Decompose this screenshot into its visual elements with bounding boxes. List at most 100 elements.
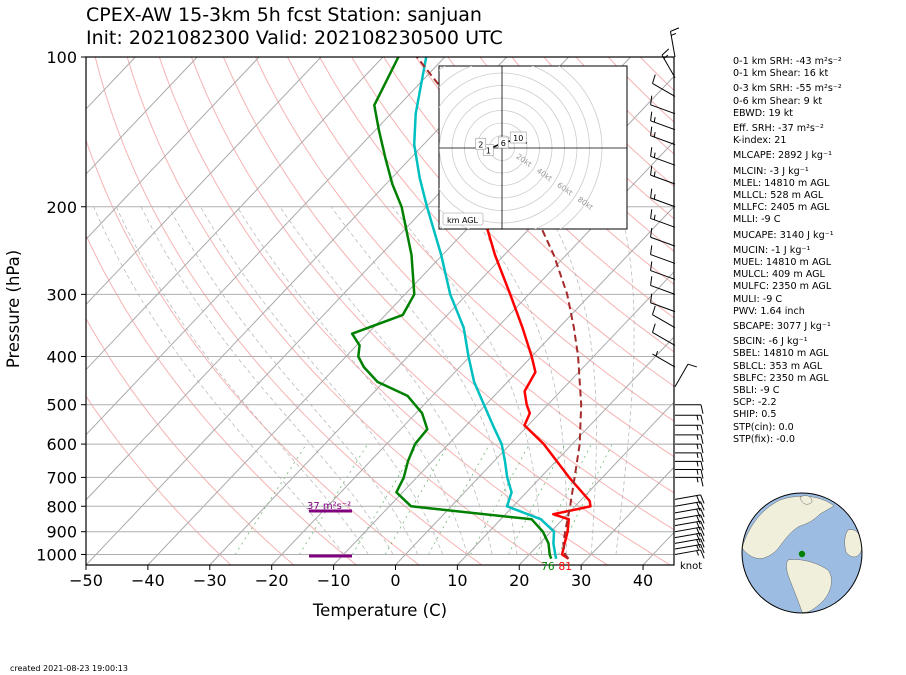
wind-barb xyxy=(674,520,705,531)
wind-barb xyxy=(674,514,705,525)
dry-adiabat xyxy=(447,57,674,285)
wind-barb-half-flag xyxy=(653,131,656,138)
wind-barb-half-flag xyxy=(696,461,699,467)
wind-barb-half-flag xyxy=(696,444,699,450)
wind-barb-staff xyxy=(650,104,676,115)
index-line: SBCIN: -6 J kg⁻¹ xyxy=(733,336,808,348)
wind-barb-flag xyxy=(700,494,705,504)
wind-barb xyxy=(650,245,676,264)
isotherm xyxy=(86,57,384,371)
moist-adiabat xyxy=(615,206,635,555)
hodograph-point-box xyxy=(475,137,487,150)
wind-barb xyxy=(674,363,697,387)
wind-barb-flag xyxy=(650,165,653,176)
x-tick-label: 30 xyxy=(571,571,591,590)
wind-barb-staff xyxy=(674,526,701,533)
wind-barb-flag xyxy=(650,188,653,198)
wind-barb-half-flag xyxy=(696,544,699,551)
wind-barb xyxy=(674,507,705,518)
wind-barb-flag xyxy=(650,147,653,157)
y-tick-label: 500 xyxy=(46,396,77,415)
south-america-shape xyxy=(786,559,832,613)
mixing-ratio-line xyxy=(234,443,307,555)
y-tick-label: 400 xyxy=(46,348,77,367)
srh-annotation: 37 m²s⁻² xyxy=(307,501,351,512)
wind-barb xyxy=(675,404,704,414)
isotherm xyxy=(86,57,446,436)
wind-barb-half-flag xyxy=(653,214,656,220)
wind-barb xyxy=(674,538,705,549)
wind-barb-staff xyxy=(652,314,676,329)
hodograph-point-label: 10 xyxy=(513,134,523,143)
wind-barb xyxy=(675,460,704,471)
index-line: STP(cin): 0.0 xyxy=(733,421,794,433)
wind-barb xyxy=(674,501,705,512)
wind-barb-flag xyxy=(652,323,656,333)
index-line: SBLI: -9 C xyxy=(733,385,780,397)
wind-barb-staff xyxy=(674,363,689,387)
isotherm xyxy=(333,205,674,565)
series-dewpoint-line xyxy=(350,57,553,560)
wind-barb-flag xyxy=(700,532,705,542)
moist-adiabat xyxy=(544,206,597,555)
wind-barb xyxy=(650,111,676,131)
wind-barb xyxy=(652,305,676,329)
wind-barb-staff xyxy=(650,284,676,295)
isotherm xyxy=(86,57,198,175)
indices-panel: 0-1 km SRH: -43 m²s⁻² 0-1 km Shear: 16 kt… xyxy=(733,56,842,446)
hodograph-point-label: 6 xyxy=(501,139,506,148)
surface-temperature-label: 81 xyxy=(559,561,572,573)
index-line: MLLI: -9 C xyxy=(733,214,781,226)
index-line: MUCAPE: 3140 J kg⁻¹ xyxy=(733,229,834,241)
wind-barb-flag xyxy=(700,501,705,511)
wind-barb-staff xyxy=(674,549,701,555)
dry-adiabat xyxy=(86,138,420,565)
wind-barb-staff xyxy=(652,82,676,97)
index-line: SHIP: 0.5 xyxy=(733,409,777,421)
x-tick-label: −50 xyxy=(69,571,103,590)
wind-barb-flag xyxy=(696,495,701,505)
isotherm xyxy=(86,57,260,240)
wind-barb xyxy=(650,276,676,295)
index-line: SBLCL: 353 m AGL xyxy=(733,360,823,372)
dry-adiabat xyxy=(158,57,608,565)
wind-barb-staff xyxy=(650,217,676,228)
wind-barb xyxy=(650,147,676,166)
index-line: MUEL: 14810 m AGL xyxy=(733,257,832,269)
wind-barb-half-flag xyxy=(670,33,677,36)
wind-barb-flag xyxy=(696,539,701,549)
wind-barb-half-flag xyxy=(653,194,656,200)
wind-barb-staff xyxy=(650,155,676,166)
wind-barb xyxy=(674,494,705,505)
wind-barb-half-flag xyxy=(655,351,659,357)
wind-barb-staff xyxy=(669,31,676,58)
wind-barb-flag xyxy=(700,514,705,524)
wind-barb xyxy=(650,95,676,115)
wind-barb-flag xyxy=(700,425,704,435)
isotherm xyxy=(86,57,508,501)
index-line: MLCAPE: 2892 J kg⁻¹ xyxy=(733,150,832,162)
wind-barb-half-flag xyxy=(696,550,699,556)
wind-barb xyxy=(675,443,704,454)
wind-barb-flag xyxy=(650,261,653,271)
wind-barb-flag xyxy=(661,48,670,56)
wind-barb-flag xyxy=(700,434,704,445)
moist-adiabat xyxy=(330,206,518,555)
dry-adiabat xyxy=(415,57,674,319)
wind-barb-staff xyxy=(650,120,676,131)
moist-adiabat xyxy=(168,206,419,555)
y-tick-label: 200 xyxy=(46,198,77,217)
wind-barb-flag xyxy=(652,305,656,315)
hodograph-height-label: km AGL xyxy=(447,216,479,225)
wind-barb-flag xyxy=(650,245,653,255)
wind-barb-staff xyxy=(652,353,676,368)
wind-barb-flag xyxy=(696,508,701,518)
series-temperature-line xyxy=(451,113,592,560)
wind-barb xyxy=(674,532,705,543)
series-wet-bulb-line xyxy=(412,57,558,559)
hodograph-point-label: 1 xyxy=(486,147,491,156)
y-tick-label: 800 xyxy=(46,497,77,516)
index-line: SBEL: 14810 m AGL xyxy=(733,348,829,360)
x-tick-label: 0 xyxy=(390,571,400,590)
